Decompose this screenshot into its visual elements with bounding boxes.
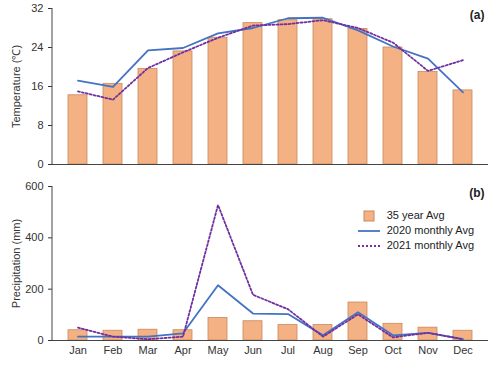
svg-text:Sep: Sep — [348, 344, 368, 356]
svg-text:(a): (a) — [470, 8, 485, 22]
svg-text:Apr: Apr — [174, 344, 191, 356]
svg-text:Oct: Oct — [384, 344, 401, 356]
html-text:2021 monthly Avg: 2021 monthly Avg — [386, 239, 474, 251]
svg-text:Temperature (℃): Temperature (℃) — [10, 45, 22, 128]
svg-text:(b): (b) — [469, 186, 484, 200]
svg-text:Feb: Feb — [104, 344, 123, 356]
svg-text:0: 0 — [37, 158, 43, 170]
svg-text:24: 24 — [31, 41, 43, 53]
svg-text:32: 32 — [31, 2, 43, 14]
svg-text:Jul: Jul — [281, 344, 295, 356]
svg-text:16: 16 — [31, 80, 43, 92]
svg-text:400: 400 — [25, 231, 43, 243]
svg-text:Dec: Dec — [453, 344, 473, 356]
svg-text:Aug: Aug — [313, 344, 333, 356]
svg-text:0: 0 — [37, 334, 43, 346]
html-text:2020 monthly Avg: 2020 monthly Avg — [386, 224, 474, 236]
svg-text:Jan: Jan — [69, 344, 87, 356]
svg-text:Jun: Jun — [244, 344, 262, 356]
svg-text:600: 600 — [25, 180, 43, 192]
html-text:35 year Avg: 35 year Avg — [386, 209, 445, 221]
svg-text:8: 8 — [37, 119, 43, 131]
svg-text:Nov: Nov — [418, 344, 438, 356]
svg-text:200: 200 — [25, 283, 43, 295]
svg-text:Precipitation (mm): Precipitation (mm) — [10, 219, 22, 308]
svg-text:May: May — [208, 344, 229, 356]
svg-text:Mar: Mar — [139, 344, 158, 356]
